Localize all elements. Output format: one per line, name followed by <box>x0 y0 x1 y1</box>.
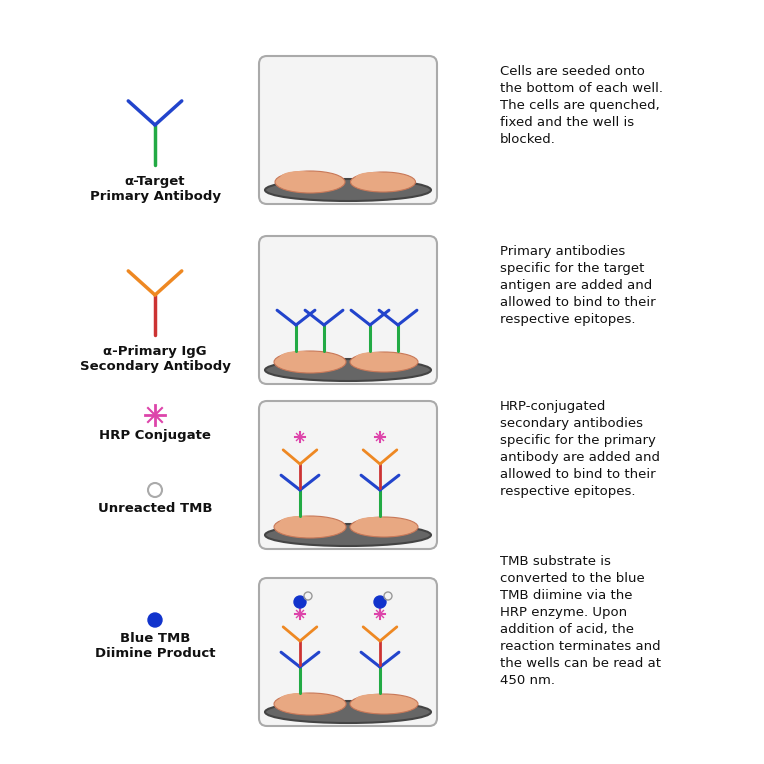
Text: HRP-conjugated
secondary antibodies
specific for the primary
antibody are added : HRP-conjugated secondary antibodies spec… <box>500 400 660 498</box>
Circle shape <box>148 483 162 497</box>
FancyBboxPatch shape <box>259 578 437 726</box>
Ellipse shape <box>355 517 393 529</box>
FancyBboxPatch shape <box>259 236 437 384</box>
Circle shape <box>374 596 386 608</box>
Ellipse shape <box>280 351 319 364</box>
Text: Unreacted TMB: Unreacted TMB <box>98 502 212 515</box>
FancyBboxPatch shape <box>259 56 437 204</box>
Circle shape <box>294 596 306 608</box>
Circle shape <box>148 613 162 627</box>
Ellipse shape <box>275 171 345 193</box>
Ellipse shape <box>350 694 418 714</box>
Ellipse shape <box>265 179 431 201</box>
Text: HRP Conjugate: HRP Conjugate <box>99 429 211 442</box>
Ellipse shape <box>274 693 346 715</box>
Text: α-Primary IgG
Secondary Antibody: α-Primary IgG Secondary Antibody <box>79 345 231 373</box>
Text: TMB substrate is
converted to the blue
TMB diimine via the
HRP enzyme. Upon
addi: TMB substrate is converted to the blue T… <box>500 555 661 687</box>
Ellipse shape <box>280 516 319 529</box>
Text: α-Target
Primary Antibody: α-Target Primary Antibody <box>89 175 221 203</box>
Ellipse shape <box>280 693 319 706</box>
Ellipse shape <box>265 701 431 723</box>
Text: Blue TMB
Diimine Product: Blue TMB Diimine Product <box>95 632 215 660</box>
Text: Cells are seeded onto
the bottom of each well.
The cells are quenched,
fixed and: Cells are seeded onto the bottom of each… <box>500 65 663 146</box>
Text: Primary antibodies
specific for the target
antigen are added and
allowed to bind: Primary antibodies specific for the targ… <box>500 245 656 326</box>
Ellipse shape <box>355 694 393 706</box>
Ellipse shape <box>350 517 418 537</box>
Ellipse shape <box>265 359 431 381</box>
Ellipse shape <box>350 352 418 372</box>
Ellipse shape <box>355 352 393 364</box>
Ellipse shape <box>280 171 319 184</box>
Ellipse shape <box>355 172 391 184</box>
FancyBboxPatch shape <box>259 401 437 549</box>
Ellipse shape <box>351 172 416 192</box>
Ellipse shape <box>274 351 346 373</box>
Ellipse shape <box>274 516 346 538</box>
Ellipse shape <box>265 524 431 546</box>
